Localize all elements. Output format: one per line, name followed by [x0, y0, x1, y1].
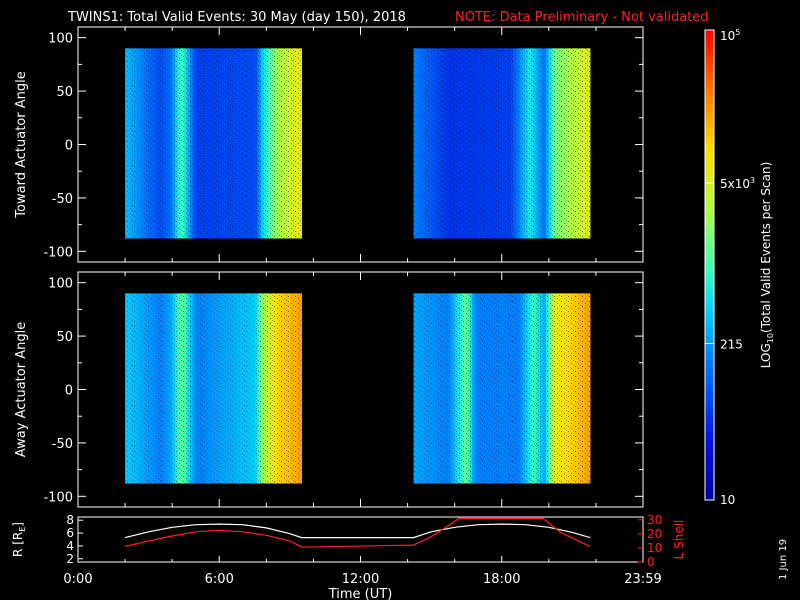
right-y-tick-label: 0: [647, 555, 655, 569]
colorbar-tick-label: 215: [720, 337, 743, 351]
x-tick-label: 18:00: [483, 572, 520, 587]
preliminary-note: NOTE: Data Preliminary - Not validated: [455, 10, 709, 25]
left-y-tick-label: 8: [66, 513, 74, 527]
y-tick-label: -100: [43, 245, 73, 260]
colorbar-label: LOG10(Total Valid Events per Scan): [759, 162, 775, 369]
toward-heatmap-panel: 100 50 0 -50 -100 Toward Actuator Angle: [14, 26, 644, 263]
left-y-tick-label: 6: [66, 526, 74, 540]
y-tick-label: 0: [65, 139, 73, 154]
right-axis-label: L Shell: [672, 520, 686, 560]
away-data-block: [413, 293, 591, 484]
x-tick-label: 23:59: [624, 572, 661, 587]
x-tick-label: 12:00: [342, 572, 379, 587]
y-tick-label: -50: [52, 192, 73, 207]
right-y-tick-label: 10: [647, 541, 662, 555]
colorbar-gradient: [704, 29, 715, 501]
plot-title: TWINS1: Total Valid Events: 30 May (day …: [67, 10, 406, 25]
heatmap-noise: [413, 293, 591, 484]
left-axis-label: R [RE]: [11, 522, 27, 557]
toward-data-block: [125, 48, 303, 239]
colorbar-label-sub: 10: [766, 333, 775, 343]
away-heatmap-panel: 100 50 0 -50 -100 Away Actuator Angle: [14, 271, 644, 508]
heatmap-noise: [413, 48, 591, 239]
colorbar-tick-exp: 5: [735, 28, 740, 37]
y-tick-label: -100: [43, 490, 73, 505]
orbit-frame: [77, 516, 644, 563]
y-tick-label: 50: [56, 330, 73, 345]
x-tick-label: 6:00: [205, 572, 234, 587]
y-tick-label: 50: [56, 85, 73, 100]
y-tick-label: 0: [65, 384, 73, 399]
toward-data-block: [413, 48, 591, 239]
toward-ylabel: Toward Actuator Angle: [14, 71, 29, 218]
colorbar-tick-label: 105: [720, 28, 740, 43]
heatmap-noise: [125, 293, 302, 484]
colorbar-tick-exp: 3: [750, 176, 755, 185]
left-y-tick-label: 2: [66, 552, 74, 566]
heatmap-noise: [125, 48, 302, 239]
colorbar-label-rest: (Total Valid Events per Scan): [759, 162, 773, 333]
left-y-tick-label: 4: [66, 539, 74, 553]
right-y-tick-label: 30: [647, 513, 662, 527]
colorbar-tick-label: 10: [720, 493, 735, 507]
r-series-line: [124, 523, 591, 539]
lshell-series-line: [124, 517, 591, 548]
colorbar-tick-label: 5x103: [720, 176, 755, 191]
away-data-block: [125, 293, 303, 484]
y-tick-label: 100: [48, 277, 73, 292]
left-axis-label-end: ]: [11, 522, 25, 527]
y-tick-label: -50: [52, 437, 73, 452]
x-axis-label: Time (UT): [328, 587, 393, 600]
date-stamp: 1 Jun 19: [778, 539, 789, 580]
y-tick-label: 100: [48, 32, 73, 47]
left-axis-label-sub: E: [18, 527, 27, 532]
x-tick-label: 0:00: [63, 572, 92, 587]
right-y-tick-label: 20: [647, 527, 662, 541]
away-ylabel: Away Actuator Angle: [14, 322, 29, 457]
